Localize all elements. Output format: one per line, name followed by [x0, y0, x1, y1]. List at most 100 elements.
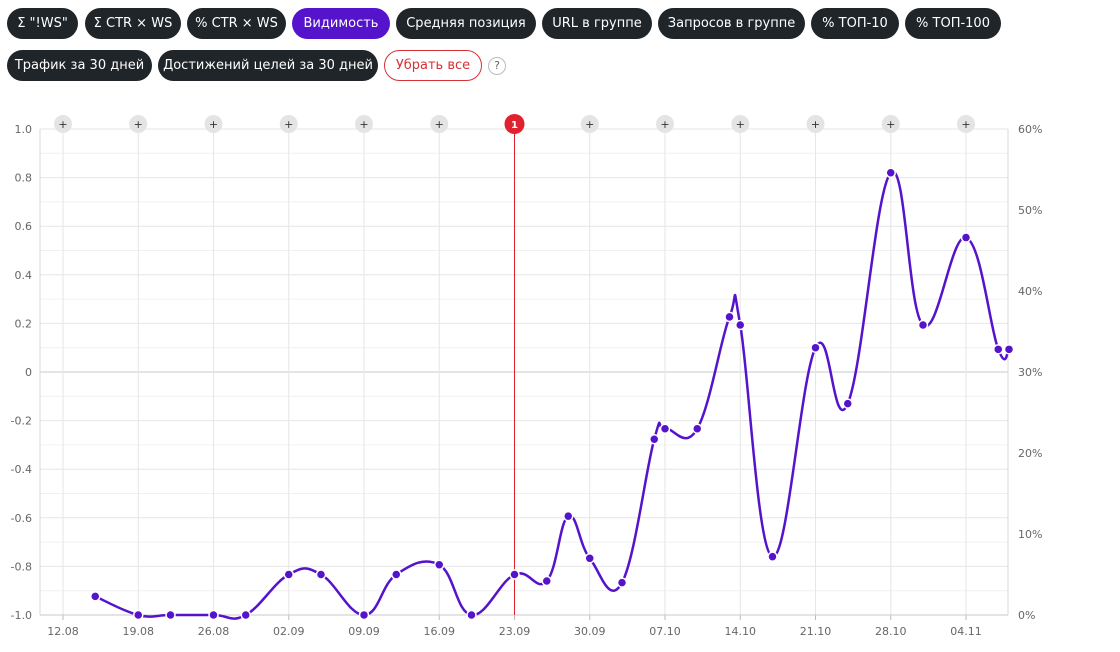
chip-sum-ws[interactable]: Σ "!WS"	[7, 8, 78, 39]
data-point[interactable]	[509, 569, 520, 580]
x-tick-label: 02.09	[273, 625, 305, 638]
event-add-marker[interactable]	[204, 115, 223, 133]
event-add-label: +	[435, 118, 444, 131]
y-right-tick-label: 40%	[1018, 285, 1042, 298]
y-right-tick-label: 0%	[1018, 609, 1035, 622]
data-point[interactable]	[1003, 344, 1015, 355]
chip-sum-ctr-ws[interactable]: Σ CTR × WS	[85, 8, 181, 39]
y-right-tick-label: 30%	[1018, 366, 1042, 379]
y-right-tick-label: 60%	[1018, 123, 1042, 136]
x-tick-label: 19.08	[123, 625, 155, 638]
x-tick-label: 26.08	[198, 625, 230, 638]
x-tick-label: 16.09	[424, 625, 456, 638]
grid	[40, 122, 1008, 616]
x-tick-label: 14.10	[725, 625, 757, 638]
data-point[interactable]	[724, 311, 735, 323]
series-line	[94, 170, 1011, 620]
y-left-tick-label: 0.8	[15, 172, 33, 185]
chip-pct-ctr-ws[interactable]: % CTR × WS	[187, 8, 286, 39]
y-right-tick-label: 10%	[1018, 528, 1042, 541]
y-left-tick-label: -0.8	[11, 560, 32, 573]
chip-top100[interactable]: % ТОП-100	[905, 8, 1001, 39]
event-marker-label: 1	[511, 120, 518, 131]
y-left-tick-label: -1.0	[11, 609, 32, 622]
chip-url-in-group[interactable]: URL в группе	[542, 8, 652, 39]
x-tick-label: 12.08	[47, 625, 79, 638]
y-left-tick-label: 0.2	[15, 317, 33, 330]
data-point[interactable]	[240, 609, 251, 621]
data-point[interactable]	[810, 342, 821, 353]
series	[90, 167, 1015, 621]
event-add-label: +	[660, 118, 669, 131]
data-point[interactable]	[842, 398, 853, 409]
data-point[interactable]	[649, 433, 660, 445]
data-point[interactable]	[993, 344, 1004, 355]
data-point[interactable]	[90, 591, 101, 602]
event-add-label: +	[585, 118, 594, 131]
chip-goals-30d[interactable]: Достижений целей за 30 дней	[158, 50, 378, 81]
event-add-marker[interactable]	[54, 115, 72, 133]
event-add-marker[interactable]	[580, 115, 599, 133]
chip-traffic-30d[interactable]: Трафик за 30 дней	[7, 50, 152, 81]
data-point[interactable]	[466, 609, 477, 621]
y-right-tick-label: 20%	[1018, 447, 1042, 460]
data-point[interactable]	[563, 510, 574, 522]
chip-queries-in-group[interactable]: Запросов в группе	[658, 8, 805, 39]
x-tick-label: 23.09	[499, 625, 531, 638]
x-tick-label: 28.10	[875, 625, 907, 638]
event-add-marker[interactable]	[129, 115, 148, 133]
y-left-tick-label: 0.6	[15, 220, 33, 233]
x-tick-label: 04.11	[950, 625, 982, 638]
data-point[interactable]	[315, 569, 327, 580]
chip-visibility[interactable]: Видимость	[292, 8, 390, 39]
clear-all-button[interactable]: Убрать все	[384, 50, 482, 81]
data-point[interactable]	[434, 559, 445, 571]
data-point[interactable]	[165, 609, 176, 621]
data-point[interactable]	[283, 569, 294, 580]
event-add-label: +	[886, 118, 895, 131]
data-point[interactable]	[391, 569, 402, 580]
x-tick-label: 07.10	[649, 625, 681, 638]
data-point[interactable]	[584, 553, 595, 564]
event-add-label: +	[58, 118, 67, 131]
event-add-marker[interactable]	[656, 115, 674, 133]
event-add-label: +	[811, 118, 820, 131]
chip-avg-position[interactable]: Средняя позиция	[396, 8, 536, 39]
data-point[interactable]	[541, 575, 552, 587]
y-left-tick-label: 0.4	[15, 269, 33, 282]
y-left-tick-label: -0.4	[11, 463, 32, 476]
y-left-tick-label: -0.2	[11, 415, 32, 428]
event-markers: + + + + + +1 + + + + + +	[54, 114, 975, 615]
data-point[interactable]	[659, 423, 671, 434]
data-point[interactable]	[735, 319, 746, 331]
data-point[interactable]	[767, 551, 778, 562]
y-right-tick-label: 50%	[1018, 204, 1042, 217]
data-point[interactable]	[208, 609, 219, 621]
data-point[interactable]	[960, 232, 972, 243]
event-add-marker[interactable]	[430, 115, 449, 133]
x-tick-label: 09.09	[348, 625, 380, 638]
event-add-marker[interactable]	[731, 115, 750, 133]
chip-top10[interactable]: % ТОП-10	[811, 8, 899, 39]
data-point[interactable]	[133, 609, 144, 621]
y-left-tick-label: 0	[25, 366, 32, 379]
help-icon[interactable]: ?	[488, 57, 506, 75]
y-left-tick-label: 1.0	[15, 123, 33, 136]
event-add-label: +	[134, 118, 143, 131]
event-add-label: +	[736, 118, 745, 131]
event-add-marker[interactable]	[957, 115, 975, 133]
event-add-marker[interactable]	[881, 115, 900, 133]
data-point[interactable]	[692, 423, 703, 434]
event-marker-highlighted[interactable]	[504, 114, 525, 134]
event-add-marker[interactable]	[355, 115, 373, 133]
event-add-label: +	[961, 118, 970, 131]
event-add-marker[interactable]	[279, 115, 298, 133]
event-add-label: +	[209, 118, 218, 131]
data-point[interactable]	[885, 167, 896, 178]
event-add-marker[interactable]	[806, 115, 825, 133]
event-add-label: +	[284, 118, 293, 131]
data-point[interactable]	[358, 609, 370, 621]
data-point[interactable]	[917, 319, 929, 331]
data-point[interactable]	[616, 577, 628, 588]
